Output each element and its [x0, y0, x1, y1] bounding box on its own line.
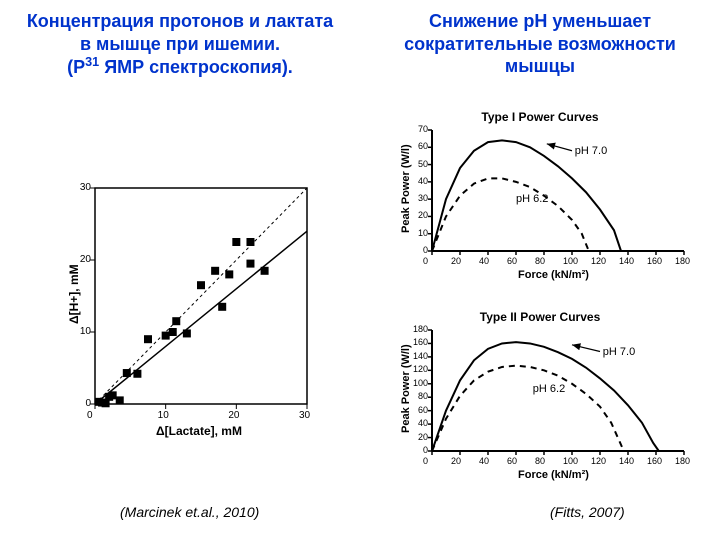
right-title: Снижение рН уменьшает сократительные воз… [360, 0, 720, 82]
right-column: Снижение рН уменьшает сократительные воз… [360, 0, 720, 82]
power-chart-type1: Type I Power Curves020406080100120140160… [390, 110, 690, 285]
left-title: Концентрация протонов и лактата в мышце … [0, 0, 360, 83]
left-title-line1: Концентрация протонов и лактата в мышце … [27, 11, 333, 54]
power-chart-type2: Type II Power Curves02040608010012014016… [390, 310, 690, 485]
slide: Концентрация протонов и лактата в мышце … [0, 0, 720, 540]
left-column: Концентрация протонов и лактата в мышце … [0, 0, 360, 83]
left-title-line2: (P31 ЯМР спектроскопия). [67, 57, 293, 77]
left-citation: (Marcinek et.al., 2010) [120, 504, 259, 520]
right-citation: (Fitts, 2007) [550, 504, 625, 520]
scatter-chart: 01020300102030Δ[Lactate], mMΔ[H+], mM [55, 180, 315, 440]
